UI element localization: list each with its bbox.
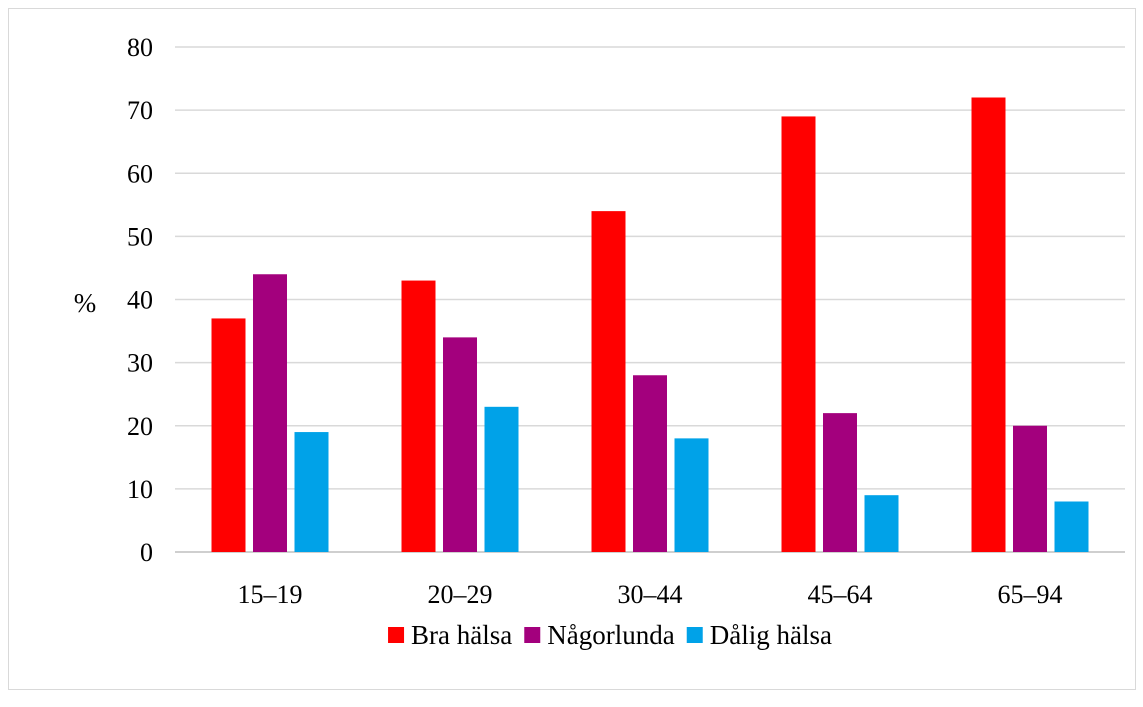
bar [823,413,857,552]
bar [674,438,709,552]
bar [864,495,899,552]
y-axis-ticks: 0 10 20 30 40 50 60 70 80 [127,33,153,567]
y-axis-label: % [74,288,97,318]
x-tick-label: 15–19 [238,580,303,609]
bar [211,318,246,552]
bar [591,211,626,552]
legend-swatch [524,627,541,643]
bar [401,280,436,552]
x-axis-ticks: 15–19 20–29 30–44 45–64 65–94 [238,580,1063,609]
bar [971,97,1006,552]
y-tick-label: 60 [127,159,153,188]
legend-label: Bra hälsa [411,620,512,650]
legend-label: Någorlunda [547,620,674,650]
legend-swatch [388,627,405,643]
y-tick-label: 50 [127,222,153,251]
x-tick-label: 20–29 [428,580,493,609]
chart-frame [8,8,1136,690]
legend-label: Dålig hälsa [710,620,832,650]
bar [1013,425,1047,552]
x-tick-label: 45–64 [808,580,873,609]
y-tick-label: 70 [127,96,153,125]
bar [781,116,816,552]
y-tick-label: 30 [127,349,153,378]
legend-swatch [686,627,703,643]
bar [443,337,477,552]
gridlines [175,46,1125,553]
bar [253,274,287,552]
bar [484,406,519,552]
x-tick-label: 30–44 [618,580,683,609]
bar [633,375,667,552]
legend: Bra hälsa Någorlunda Dålig hälsa [388,620,832,650]
y-tick-label: 80 [127,33,153,62]
y-tick-label: 10 [127,475,153,504]
bar [1054,501,1089,552]
x-tick-label: 65–94 [998,580,1063,609]
y-tick-label: 0 [140,538,153,567]
y-tick-label: 20 [127,412,153,441]
bars [211,97,1089,552]
y-tick-label: 40 [127,286,153,315]
bar [294,432,329,552]
